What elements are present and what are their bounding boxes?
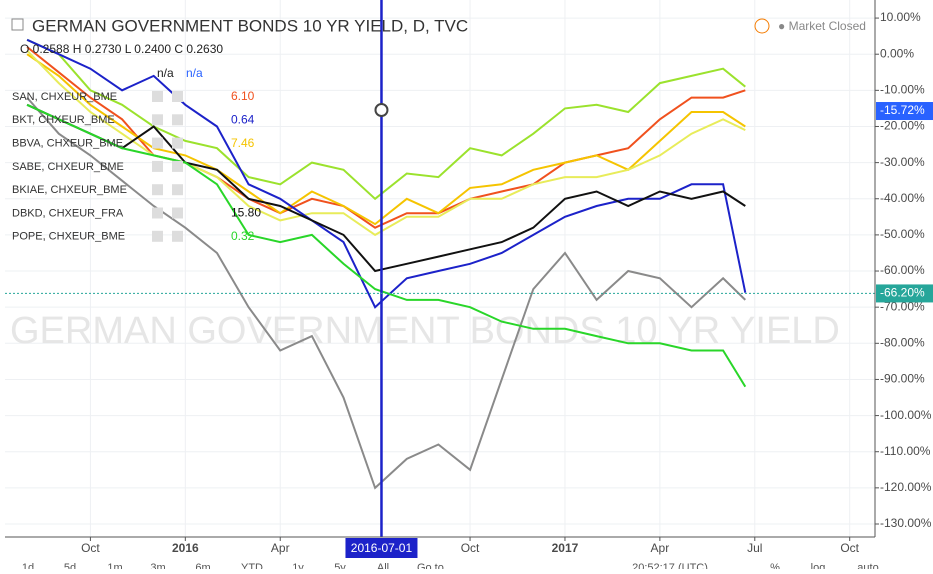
price-label-bg: [876, 284, 933, 303]
toolbar-button[interactable]: 1d: [22, 562, 34, 574]
legend-name: BKT, CHXEUR_BME: [12, 114, 115, 126]
y-tick-label: -10.00%: [880, 83, 925, 97]
toolbar-button[interactable]: 5d: [64, 562, 76, 574]
legend-name: BKIAE, CHXEUR_BME: [12, 184, 127, 196]
legend-settings[interactable]: [152, 160, 163, 172]
ohlc: O 0.2588 H 0.2730 L 0.2400 C 0.2630: [20, 42, 223, 56]
toolbar-button[interactable]: 1y: [292, 562, 304, 574]
x-tick-label: Jul: [747, 541, 762, 555]
y-tick-label: -100.00%: [880, 408, 932, 422]
y-tick-label: -90.00%: [880, 372, 925, 386]
y-tick-label: 10.00%: [880, 10, 921, 24]
legend-value: 7.46: [231, 136, 255, 150]
x-tick-label: Apr: [651, 541, 670, 555]
y-tick-label: -120.00%: [880, 480, 932, 494]
x-tick-label: 2016: [172, 541, 199, 555]
y-tick-label: 0.00%: [880, 46, 914, 60]
toolbar-button[interactable]: log: [811, 562, 826, 574]
legend-name: BBVA, CHXEUR_BME: [12, 138, 123, 150]
series-line: [26, 53, 746, 226]
toolbar-button[interactable]: %: [770, 562, 780, 574]
y-tick-label: -40.00%: [880, 191, 925, 205]
x-tick-label: Oct: [81, 541, 100, 555]
market-status-text: Market Closed: [789, 19, 866, 33]
series-line: [26, 38, 747, 309]
y-tick-label: -30.00%: [880, 155, 925, 169]
watermark: GERMAN GOVERNMENT BONDS 10 YR YIELD: [10, 310, 840, 352]
legend-settings[interactable]: [152, 114, 163, 126]
series-line: [26, 103, 746, 273]
chart-title: GERMAN GOVERNMENT BONDS 10 YR YIELD, D, …: [32, 16, 468, 35]
y-tick-label: -50.00%: [880, 227, 925, 241]
collapse-icon[interactable]: [11, 18, 24, 31]
legend-remove[interactable]: [172, 91, 183, 102]
na-value: n/a: [186, 66, 203, 80]
legend-settings[interactable]: [152, 137, 163, 149]
series-line: [26, 38, 746, 201]
toolbar-button[interactable]: YTD: [241, 562, 263, 574]
legend-settings[interactable]: [152, 184, 163, 196]
legend-value: 15.80: [231, 206, 261, 220]
legend-value: 0.64: [231, 112, 255, 126]
x-tick-label: 2017: [552, 541, 579, 555]
market-status: ● Market Closed: [778, 19, 866, 33]
legend-remove[interactable]: [172, 207, 183, 219]
legend-name: SAN, CHXEUR_BME: [12, 91, 117, 103]
toolbar-button[interactable]: 5y: [334, 562, 346, 574]
na-value: n/a: [157, 66, 174, 80]
price-label: -66.20%: [880, 286, 925, 300]
legend-name: POPE, CHXEUR_BME: [12, 231, 125, 243]
y-tick-label: -80.00%: [880, 335, 925, 349]
toolbar-button[interactable]: 1m: [107, 562, 122, 574]
crosshair-marker: [374, 103, 389, 117]
toolbar-button[interactable]: Go to...: [417, 562, 453, 574]
series-line: [26, 46, 746, 229]
x-tick-label: Apr: [271, 541, 290, 555]
x-tick-label: Oct: [840, 541, 859, 555]
axes: 10.00% 0.00% -10.00% -20.00% -30.00% -40.00% -…: [81, 10, 933, 558]
legend-settings[interactable]: [152, 91, 163, 102]
legend-settings[interactable]: [152, 230, 163, 242]
toolbar-button[interactable]: All: [377, 562, 389, 574]
legend-value: 0.32: [231, 229, 255, 243]
y-tick-label: -130.00%: [880, 516, 932, 530]
series-line: [26, 103, 747, 388]
x-tick-label: Oct: [461, 541, 480, 555]
legend-value: 6.10: [231, 89, 255, 103]
price-label-bg: [876, 102, 933, 121]
legend-name: DBKD, CHXEUR_FRA: [12, 207, 124, 219]
plot: [5, 0, 875, 537]
toolbar-button[interactable]: 6m: [195, 562, 210, 574]
crosshair-label: 2016-07-01: [351, 541, 413, 555]
legend-remove[interactable]: [172, 160, 183, 172]
status-icon: [754, 18, 770, 34]
price-label: -15.72%: [880, 103, 925, 117]
grid: [5, 0, 875, 537]
legend-remove[interactable]: [172, 230, 183, 242]
toolbar-button: 20:52:17 (UTC): [632, 562, 708, 569]
y-tick-label: -60.00%: [880, 263, 925, 277]
toolbar-button[interactable]: 3m: [150, 562, 165, 574]
legend-remove[interactable]: [172, 137, 183, 149]
crosshair-label-bg: [345, 538, 418, 558]
series-line: [26, 96, 746, 490]
series-line: [26, 49, 746, 237]
legend: GERMAN GOVERNMENT BONDS 10 YR YIELD, D, …: [11, 16, 468, 243]
y-tick-label: -20.00%: [880, 119, 925, 133]
y-tick-label: -110.00%: [880, 444, 931, 458]
legend-remove[interactable]: [172, 184, 183, 196]
legend-name: SABE, CHXEUR_BME: [12, 161, 124, 173]
y-tick-label: -70.00%: [880, 299, 925, 313]
legend-remove[interactable]: [172, 114, 183, 126]
legend-settings[interactable]: [152, 207, 163, 219]
toolbar-button[interactable]: auto: [857, 562, 878, 574]
